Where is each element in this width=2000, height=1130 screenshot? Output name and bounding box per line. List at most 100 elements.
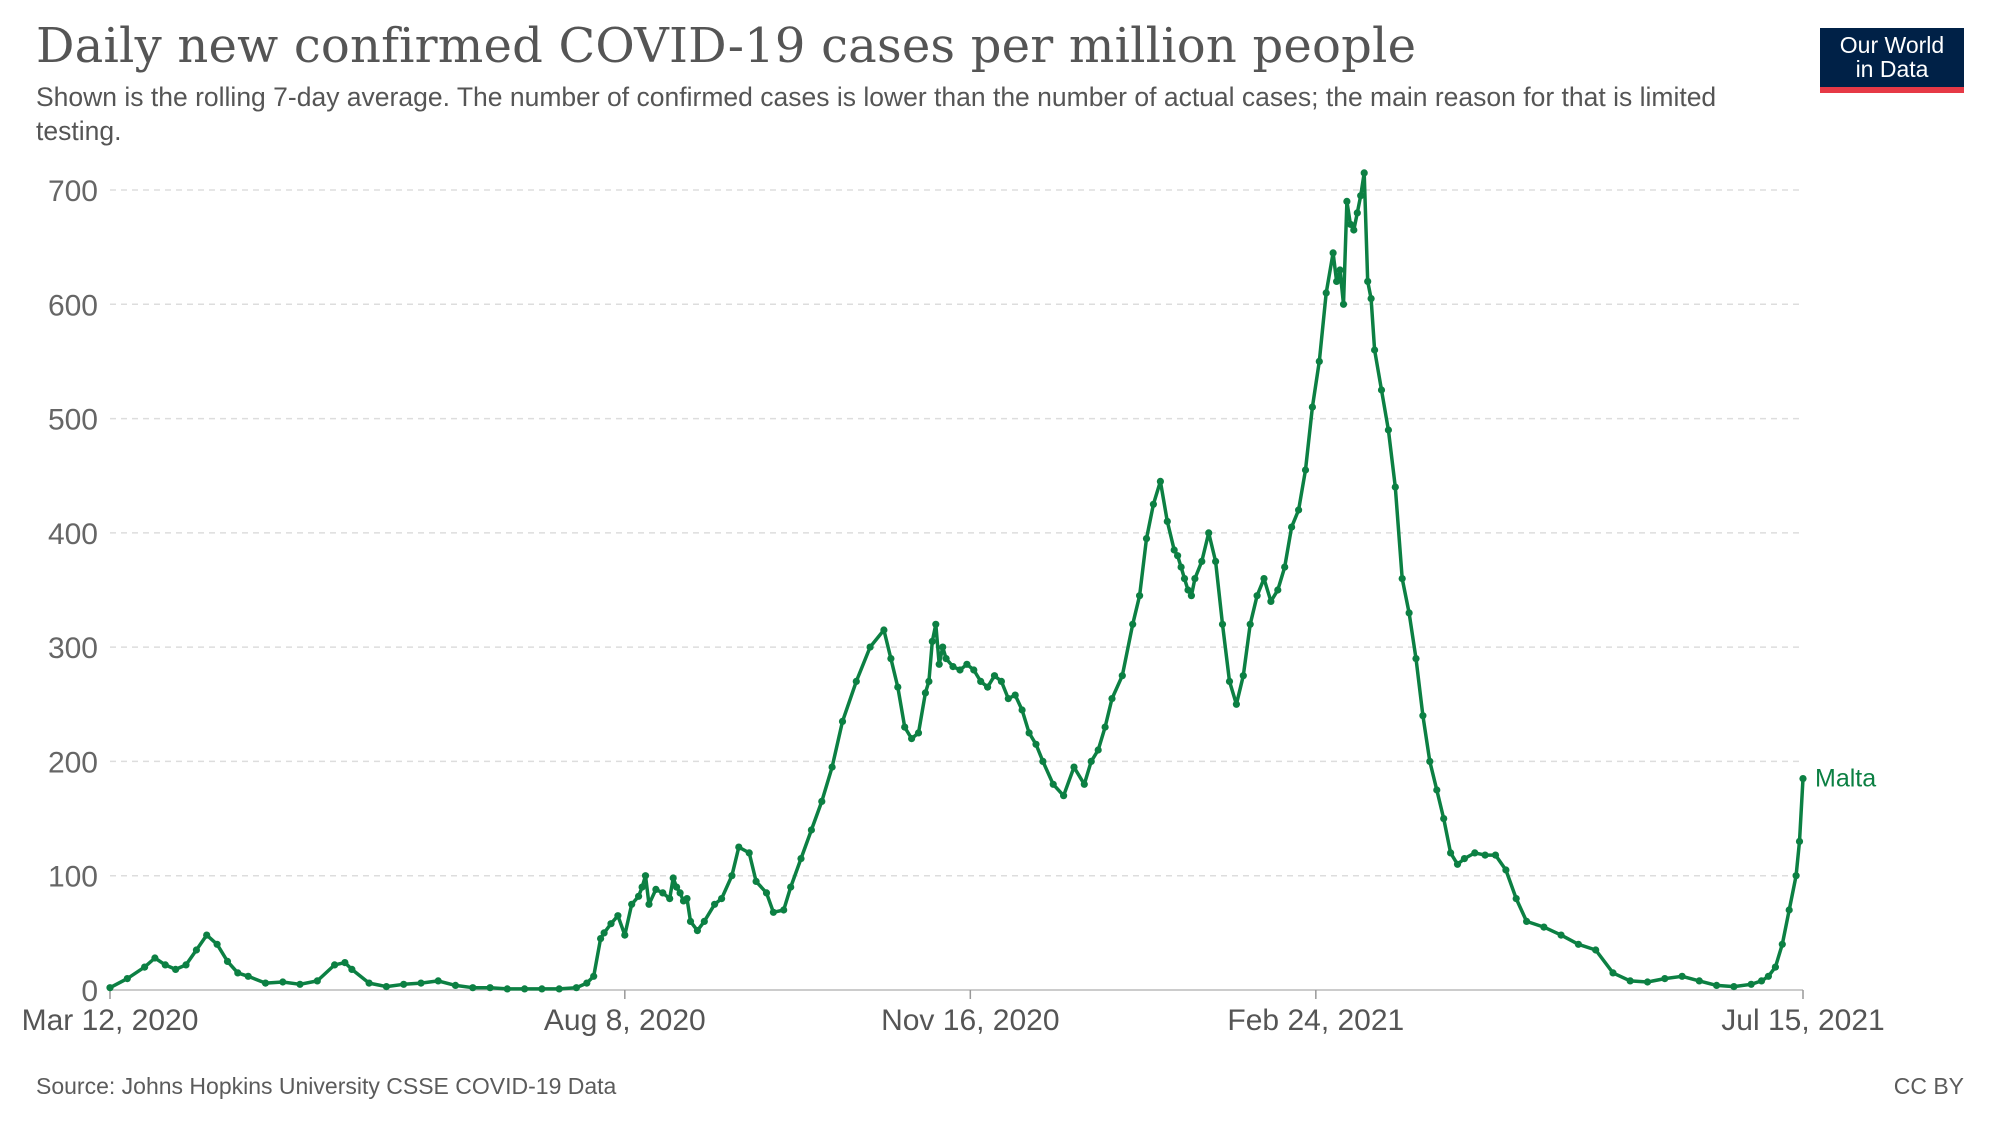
data-point <box>963 660 971 668</box>
data-point <box>1502 866 1510 874</box>
data-point <box>1212 557 1220 566</box>
data-point <box>1315 357 1323 365</box>
data-point <box>1747 980 1755 988</box>
data-point <box>1070 763 1078 771</box>
data-point <box>1609 969 1617 977</box>
data-point <box>1419 712 1427 720</box>
data-point <box>1129 620 1137 628</box>
data-point <box>1295 506 1303 514</box>
data-point <box>1004 695 1012 703</box>
data-point <box>1433 786 1441 794</box>
axis-layer: 0 100 200 300 400 500 600 700 Mar 12, 2020 Aug 8,… <box>22 175 1885 1037</box>
data-point <box>635 892 643 900</box>
data-point <box>901 723 909 731</box>
data-point <box>213 940 221 948</box>
data-point <box>555 985 563 993</box>
data-point <box>1447 849 1455 857</box>
data-point <box>728 872 736 880</box>
data-point <box>935 660 943 668</box>
data-point <box>942 655 950 663</box>
data-point <box>1267 597 1275 606</box>
data-point <box>313 977 321 985</box>
data-point <box>1060 792 1068 800</box>
data-point <box>914 729 923 737</box>
data-point <box>1792 872 1800 880</box>
our-world-in-data-logo[interactable]: Our World in Data <box>1820 28 1964 93</box>
data-point <box>1281 563 1289 571</box>
data-point <box>818 797 826 806</box>
data-point <box>925 677 933 686</box>
y-tick-label-600: 600 <box>48 289 98 322</box>
data-point <box>1460 855 1468 863</box>
data-point <box>1333 277 1341 285</box>
data-point <box>1301 466 1310 474</box>
data-point <box>693 927 702 935</box>
data-point <box>977 677 985 686</box>
data-point <box>1523 917 1531 926</box>
data-point <box>683 895 691 903</box>
data-point <box>1785 906 1793 914</box>
data-point <box>1757 977 1766 985</box>
data-point <box>223 957 232 966</box>
data-point <box>700 917 708 926</box>
data-point <box>718 895 726 903</box>
data-point <box>949 663 957 671</box>
data-point <box>1260 575 1268 583</box>
data-point <box>1080 780 1088 788</box>
data-point <box>956 666 964 674</box>
grid-layer <box>110 189 1803 991</box>
data-point <box>645 900 653 908</box>
data-point <box>1032 740 1040 748</box>
data-point <box>590 972 598 980</box>
data-point <box>752 877 760 886</box>
data-point <box>234 969 242 977</box>
data-point <box>1018 706 1026 714</box>
data-point <box>921 689 930 697</box>
license-link[interactable]: CC BY <box>1893 1073 1964 1099</box>
data-point <box>1795 837 1804 846</box>
data-point <box>400 980 408 988</box>
data-point <box>997 677 1006 686</box>
data-point <box>1187 592 1195 600</box>
data-point <box>1136 592 1144 600</box>
data-point <box>1471 849 1479 857</box>
data-point <box>932 620 940 628</box>
data-point <box>673 883 681 891</box>
x-tick-label-3: Feb 24, 2021 <box>1227 1004 1404 1037</box>
data-point <box>659 889 667 897</box>
data-point <box>1426 757 1434 766</box>
y-tick-label-0: 0 <box>81 975 98 1008</box>
data-point <box>141 963 149 971</box>
data-point <box>1329 249 1337 257</box>
data-point <box>607 920 615 928</box>
data-point <box>1198 557 1206 566</box>
logo-line-2: in Data <box>1855 56 1929 82</box>
data-point <box>417 979 425 987</box>
data-point <box>641 872 650 880</box>
data-point <box>1440 815 1448 823</box>
data-point <box>880 626 888 634</box>
data-point <box>838 717 847 726</box>
chart-title: Daily new confirmed COVID-19 cases per m… <box>36 18 1417 74</box>
data-point <box>1643 978 1652 986</box>
data-point <box>676 889 684 897</box>
source-note: Source: Johns Hopkins University CSSE CO… <box>36 1073 617 1099</box>
data-point <box>451 981 460 990</box>
data-point <box>1205 529 1213 537</box>
data-point <box>908 735 916 743</box>
data-point <box>1350 226 1358 234</box>
data-point <box>866 643 874 651</box>
data-point <box>1322 289 1330 297</box>
data-point <box>1491 851 1500 859</box>
data-point <box>787 883 795 891</box>
data-point <box>1512 895 1520 903</box>
data-point <box>123 975 131 983</box>
data-point <box>348 965 356 974</box>
data-point <box>486 984 494 992</box>
data-point <box>1412 655 1420 663</box>
data-point <box>1232 700 1240 708</box>
data-point <box>261 979 270 987</box>
data-point <box>1453 860 1462 868</box>
